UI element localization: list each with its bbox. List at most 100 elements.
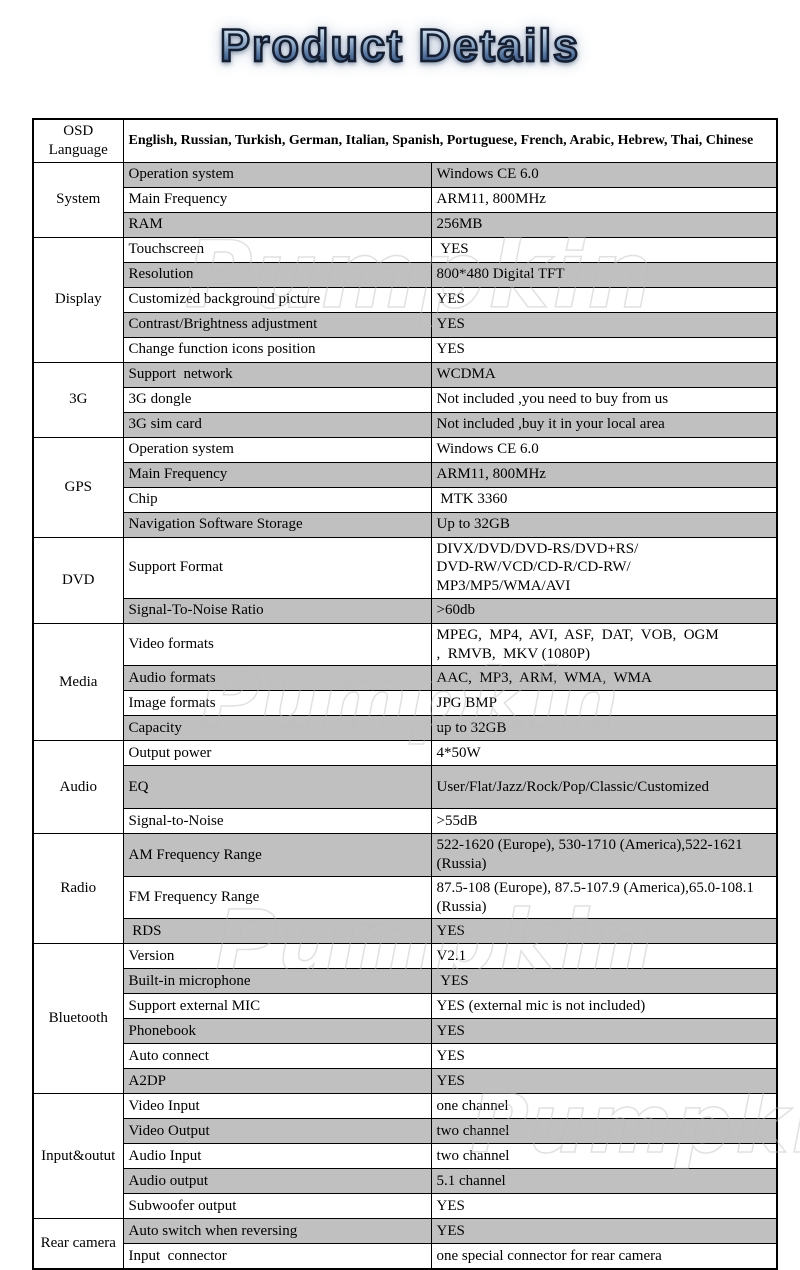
spec-value: >55dB bbox=[430, 808, 778, 835]
table-row: Image formats JPG BMP bbox=[33, 690, 778, 717]
spec-value: YES bbox=[430, 1193, 778, 1220]
category-cell: Input&outut bbox=[32, 1093, 124, 1220]
spec-label: Signal-to-Noise bbox=[122, 808, 432, 835]
category-cell: GPS bbox=[32, 436, 124, 538]
table-row: Display Touchscreen YES bbox=[32, 236, 778, 363]
spec-value: up to 32GB bbox=[430, 715, 778, 742]
spec-value: User/Flat/Jazz/Rock/Pop/Classic/Customiz… bbox=[430, 765, 778, 810]
table-row: Contrast/Brightness adjustment YES bbox=[33, 311, 778, 338]
spec-label: RDS bbox=[122, 918, 432, 945]
table-row: EQ User/Flat/Jazz/Rock/Pop/Classic/Custom… bbox=[33, 765, 778, 810]
spec-label: Support Format bbox=[122, 536, 432, 599]
spec-label: Chip bbox=[122, 486, 432, 513]
category-cell: DVD bbox=[32, 536, 124, 624]
spec-label: 3G dongle bbox=[122, 386, 432, 413]
table-row: GPS Operation system Windows CE 6.0 bbox=[32, 436, 778, 538]
spec-label: Change function icons position bbox=[122, 336, 432, 363]
table-row: OSD Language English, Russian, Turkish, G… bbox=[32, 118, 778, 163]
spec-table-body: OSD Language English, Russian, Turkish, G… bbox=[32, 118, 778, 1270]
spec-label: Operation system bbox=[122, 161, 432, 188]
table-row: FM Frequency Range 87.5-108 (Europe), 87.… bbox=[33, 875, 778, 920]
spec-value: YES bbox=[430, 1043, 778, 1070]
table-row: Bluetooth Version V2.1 bbox=[32, 943, 778, 1095]
table-row: DVD Support Format DIVX/DVD/DVD-RS/DVD+RS/… bbox=[32, 536, 778, 624]
spec-label: Phonebook bbox=[122, 1018, 432, 1045]
spec-value: 522-1620 (Europe), 530-1710 (America),52… bbox=[430, 833, 778, 877]
table-row: Capacity up to 32GB bbox=[33, 715, 778, 742]
page-title: Product Details bbox=[0, 19, 800, 73]
spec-label: RAM bbox=[122, 211, 432, 238]
spec-value: 256MB bbox=[430, 211, 778, 238]
spec-value: AAC, MP3, ARM, WMA, WMA bbox=[430, 665, 778, 692]
spec-label: EQ bbox=[122, 765, 432, 810]
table-row: Signal-To-Noise Ratio >60db bbox=[33, 597, 778, 624]
table-row: Input connector one special connector for… bbox=[33, 1243, 778, 1270]
spec-value: YES bbox=[430, 968, 778, 995]
table-row: A2DP YES bbox=[33, 1068, 778, 1095]
table-row: Phonebook YES bbox=[33, 1018, 778, 1045]
spec-value: ARM11, 800MHz bbox=[430, 186, 778, 213]
spec-value: English, Russian, Turkish, German, Itali… bbox=[122, 118, 778, 163]
spec-label: Video formats bbox=[122, 622, 432, 667]
category-cell: Radio bbox=[32, 833, 124, 945]
table-row: Signal-to-Noise >55dB bbox=[33, 808, 778, 835]
category-cell: Audio bbox=[32, 740, 124, 835]
table-row: Resolution 800*480 Digital TFT bbox=[33, 261, 778, 288]
table-row: Auto connect YES bbox=[33, 1043, 778, 1070]
spec-value: YES bbox=[430, 1068, 778, 1095]
spec-label: Image formats bbox=[122, 690, 432, 717]
category-cell: OSD Language bbox=[32, 118, 124, 163]
spec-value: Up to 32GB bbox=[430, 511, 778, 538]
spec-value: MTK 3360 bbox=[430, 486, 778, 513]
category-cell: Rear camera bbox=[32, 1218, 124, 1270]
table-row: Media Video formats MPEG, MP4, AVI, ASF, D… bbox=[32, 622, 778, 742]
table-row: Rear camera Auto switch when reversing YES bbox=[32, 1218, 778, 1270]
spec-label: Capacity bbox=[122, 715, 432, 742]
table-row: RAM 256MB bbox=[33, 211, 778, 238]
table-row: Built-in microphone YES bbox=[33, 968, 778, 995]
spec-value: Not included ,you need to buy from us bbox=[430, 386, 778, 413]
spec-label: Navigation Software Storage bbox=[122, 511, 432, 538]
spec-value: YES bbox=[430, 1218, 778, 1245]
spec-value: Windows CE 6.0 bbox=[430, 161, 778, 188]
spec-label: A2DP bbox=[122, 1068, 432, 1095]
category-cell: System bbox=[32, 161, 124, 238]
spec-label: Signal-To-Noise Ratio bbox=[122, 597, 432, 624]
category-cell: 3G bbox=[32, 361, 124, 438]
spec-label: Audio output bbox=[122, 1168, 432, 1195]
spec-value: 5.1 channel bbox=[430, 1168, 778, 1195]
category-cell: Bluetooth bbox=[32, 943, 124, 1095]
spec-label: Output power bbox=[122, 740, 432, 767]
spec-label: Auto switch when reversing bbox=[122, 1218, 432, 1245]
spec-value: YES bbox=[430, 286, 778, 313]
spec-label: Resolution bbox=[122, 261, 432, 288]
table-row: 3G Support network WCDMA bbox=[32, 361, 778, 438]
spec-label: Support external MIC bbox=[122, 993, 432, 1020]
table-row: Audio output 5.1 channel bbox=[33, 1168, 778, 1195]
spec-value: Not included ,buy it in your local area bbox=[430, 411, 778, 438]
table-row: 3G dongle Not included ,you need to buy f… bbox=[33, 386, 778, 413]
spec-label: Input connector bbox=[122, 1243, 432, 1270]
table-row: System Operation system Windows CE 6.0 bbox=[32, 161, 778, 238]
table-row: Subwoofer output YES bbox=[33, 1193, 778, 1220]
spec-value: two channel bbox=[430, 1143, 778, 1170]
spec-label: Customized background picture bbox=[122, 286, 432, 313]
spec-value: two channel bbox=[430, 1118, 778, 1145]
spec-value: >60db bbox=[430, 597, 778, 624]
spec-label: Contrast/Brightness adjustment bbox=[122, 311, 432, 338]
spec-label: Subwoofer output bbox=[122, 1193, 432, 1220]
table-row: Change function icons position YES bbox=[33, 336, 778, 363]
table-row: Radio AM Frequency Range 522-1620 (Europe)… bbox=[32, 833, 778, 945]
spec-label: Main Frequency bbox=[122, 186, 432, 213]
spec-value: YES bbox=[430, 311, 778, 338]
product-details-table: OSD Language English, Russian, Turkish, G… bbox=[32, 118, 778, 1270]
spec-value: 4*50W bbox=[430, 740, 778, 767]
category-cell: Media bbox=[32, 622, 124, 742]
spec-value: ARM11, 800MHz bbox=[430, 461, 778, 488]
spec-value: YES bbox=[430, 1018, 778, 1045]
table-row: RDS YES bbox=[33, 918, 778, 945]
spec-label: Touchscreen bbox=[122, 236, 432, 263]
spec-label: Support network bbox=[122, 361, 432, 388]
spec-value: MPEG, MP4, AVI, ASF, DAT, VOB, OGM , RMV… bbox=[430, 622, 778, 667]
spec-label: Auto connect bbox=[122, 1043, 432, 1070]
